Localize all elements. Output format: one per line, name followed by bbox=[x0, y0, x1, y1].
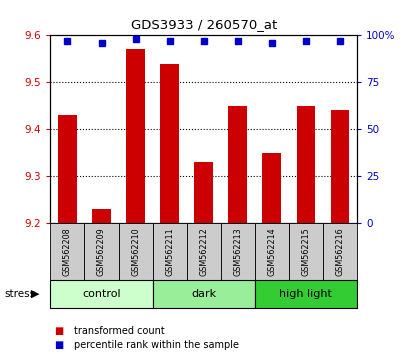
Bar bbox=[152, 280, 255, 308]
Bar bbox=[297, 106, 315, 223]
Text: GSM562212: GSM562212 bbox=[199, 228, 208, 276]
Bar bbox=[160, 64, 179, 223]
Bar bbox=[255, 280, 357, 308]
Title: GDS3933 / 260570_at: GDS3933 / 260570_at bbox=[131, 18, 277, 32]
Text: stress: stress bbox=[4, 289, 35, 299]
Text: GSM562208: GSM562208 bbox=[63, 228, 72, 276]
Text: ■: ■ bbox=[55, 340, 64, 350]
Text: high light: high light bbox=[279, 289, 332, 299]
Text: GSM562216: GSM562216 bbox=[336, 228, 344, 276]
Bar bbox=[289, 223, 323, 280]
Bar bbox=[84, 223, 118, 280]
Text: ■: ■ bbox=[55, 326, 64, 336]
Bar bbox=[331, 110, 349, 223]
Bar bbox=[50, 223, 84, 280]
Bar bbox=[50, 280, 152, 308]
Text: GSM562215: GSM562215 bbox=[302, 228, 310, 276]
Text: GSM562211: GSM562211 bbox=[165, 228, 174, 276]
Text: GSM562209: GSM562209 bbox=[97, 228, 106, 276]
Bar bbox=[255, 223, 289, 280]
Bar bbox=[92, 209, 111, 223]
Text: ▶: ▶ bbox=[32, 289, 40, 299]
Bar bbox=[152, 223, 186, 280]
Text: GSM562213: GSM562213 bbox=[233, 228, 242, 276]
Text: GSM562210: GSM562210 bbox=[131, 228, 140, 276]
Text: transformed count: transformed count bbox=[74, 326, 164, 336]
Text: percentile rank within the sample: percentile rank within the sample bbox=[74, 340, 239, 350]
Bar bbox=[58, 115, 77, 223]
Text: control: control bbox=[82, 289, 121, 299]
Text: dark: dark bbox=[191, 289, 216, 299]
Bar bbox=[221, 223, 255, 280]
Bar bbox=[194, 162, 213, 223]
Bar bbox=[228, 106, 247, 223]
Bar bbox=[126, 50, 145, 223]
Bar bbox=[186, 223, 221, 280]
Bar bbox=[323, 223, 357, 280]
Text: GSM562214: GSM562214 bbox=[268, 228, 276, 276]
Bar bbox=[262, 153, 281, 223]
Bar bbox=[118, 223, 152, 280]
